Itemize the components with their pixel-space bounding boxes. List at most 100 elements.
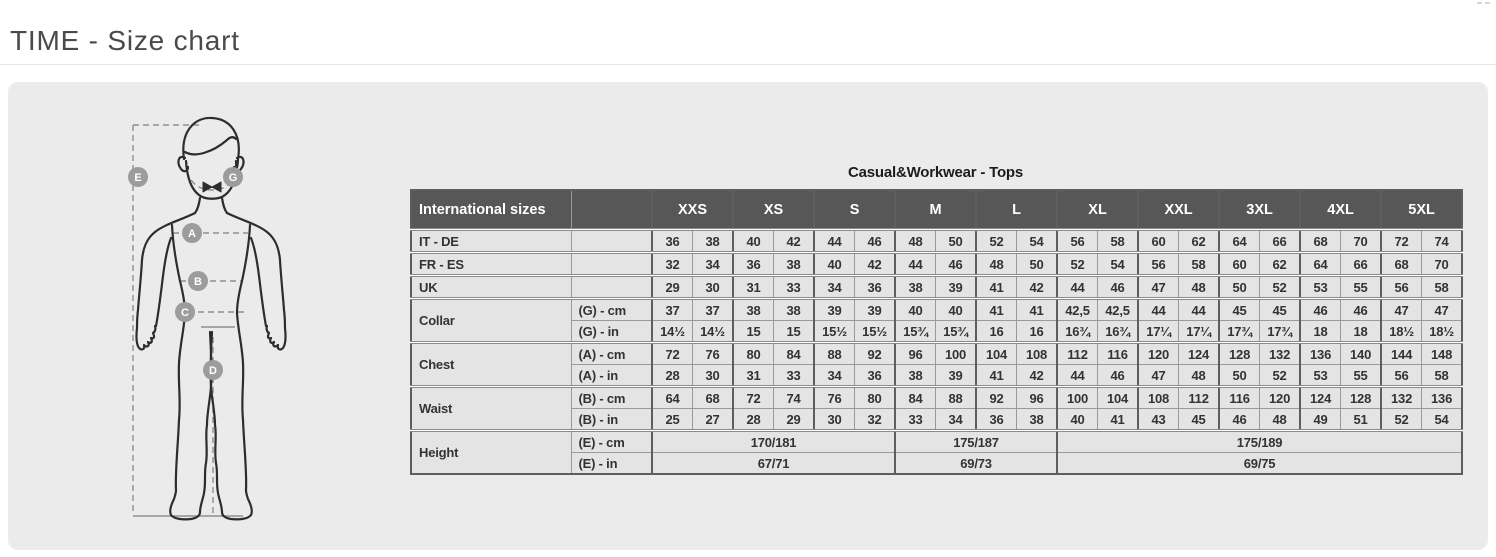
size-cell: 53 [1299,364,1342,387]
size-cell: 31 [732,364,775,387]
size-cell: 108 [1016,341,1058,365]
size-cell: 42 [1016,274,1058,299]
svg-text:B: B [194,276,202,288]
corner-header: International sizes [410,189,572,230]
size-col-header-4xl: 4XL [1299,189,1382,230]
size-cell: 18½ [1421,320,1463,343]
size-cell: 33 [773,274,815,299]
row-unit: (G) - in [570,320,653,343]
size-cell: 66 [1340,251,1382,276]
size-cell: 42,5 [1097,297,1139,321]
size-cell: 15 [732,320,775,343]
svg-text:D: D [209,365,217,377]
size-cell: 54 [1016,228,1058,253]
row-label: Height [410,429,572,475]
size-table: International sizes XXS XS S M L XL XXL 3XL 4XL 5X… [410,189,1464,475]
size-table-title: Casual&Workwear - Tops [847,164,1024,181]
size-cell: 60 [1137,228,1180,253]
size-cell: 18½ [1380,320,1423,343]
size-cell: 148 [1421,341,1463,365]
size-cell: 80 [732,341,775,365]
row-unit: (A) - cm [570,341,653,365]
size-cell: 42 [773,228,815,253]
size-cell: 72 [651,341,693,365]
size-cell: 28 [651,364,693,387]
size-cell: 43 [1137,408,1180,431]
size-cell: 44 [1137,297,1180,321]
row-unit: (A) - in [570,364,653,387]
size-cell: 47 [1421,297,1463,321]
size-cell: 64 [1218,228,1261,253]
size-cell: 46 [1340,297,1382,321]
size-cell: 38 [773,297,815,321]
size-cell: 15½ [813,320,856,343]
size-col-header-3xl: 3XL [1218,189,1301,230]
collar-line [186,170,238,191]
size-cell: 54 [1097,251,1139,276]
badge-a: A [182,223,202,243]
size-cell: 40 [813,251,856,276]
size-cell: 16¾ [1056,320,1099,343]
size-cell: 116 [1218,385,1261,409]
size-cell: 67/71 [650,452,896,475]
size-cell: 88 [935,385,977,409]
svg-text:C: C [181,307,189,319]
size-cell: 128 [1218,341,1261,365]
size-cell: 132 [1259,341,1301,365]
size-col-header-l: L [975,189,1058,230]
size-cell: 45 [1218,297,1261,321]
size-cell: 46 [1097,364,1139,387]
size-cell: 42 [1016,364,1058,387]
size-cell: 32 [854,408,896,431]
size-cell: 36 [651,228,693,253]
size-col-header-xxl: XXL [1137,189,1220,230]
badge-d: D [203,360,223,380]
size-cell: 58 [1421,274,1463,299]
size-cell: 84 [773,341,815,365]
size-cell: 124 [1178,341,1220,365]
size-cell: 112 [1178,385,1220,409]
size-cell: 36 [975,408,1018,431]
size-cell: 27 [692,408,734,431]
size-cell: 104 [1097,385,1139,409]
size-cell: 70 [1421,251,1463,276]
size-cell: 64 [651,385,693,409]
size-col-header-s: S [813,189,896,230]
size-cell: 120 [1137,341,1180,365]
size-cell: 33 [894,408,937,431]
size-cell: 18 [1340,320,1382,343]
size-cell: 40 [894,297,937,321]
row-unit: (B) - in [570,408,653,431]
size-cell: 15 [773,320,815,343]
arm-right-inner [249,236,268,328]
row-label: UK [410,274,572,299]
size-cell: 44 [894,251,937,276]
size-cell: 53 [1299,274,1342,299]
size-cell: 52 [1380,408,1423,431]
size-cell: 47 [1137,274,1180,299]
size-cell: 17¼ [1137,320,1180,343]
size-cell: 48 [894,228,937,253]
figure-outline [135,116,287,521]
size-cell: 51 [1340,408,1382,431]
size-cell: 38 [773,251,815,276]
row-label: Collar [410,297,572,343]
size-cell: 30 [692,274,734,299]
size-cell: 38 [894,274,937,299]
row-unit: (G) - cm [570,297,653,321]
size-cell: 16 [975,320,1018,343]
row-unit [570,251,653,276]
size-cell: 28 [732,408,775,431]
row-label: IT - DE [410,228,572,253]
size-cell: 69/73 [894,452,1058,475]
size-cell: 48 [1178,364,1220,387]
size-cell: 96 [1016,385,1058,409]
size-cell: 58 [1421,364,1463,387]
size-cell: 17¼ [1178,320,1220,343]
hair [182,116,240,173]
badge-b: B [188,271,208,291]
size-cell: 48 [1259,408,1301,431]
size-cell: 15¾ [935,320,977,343]
size-cell: 48 [1178,274,1220,299]
size-cell: 120 [1259,385,1301,409]
